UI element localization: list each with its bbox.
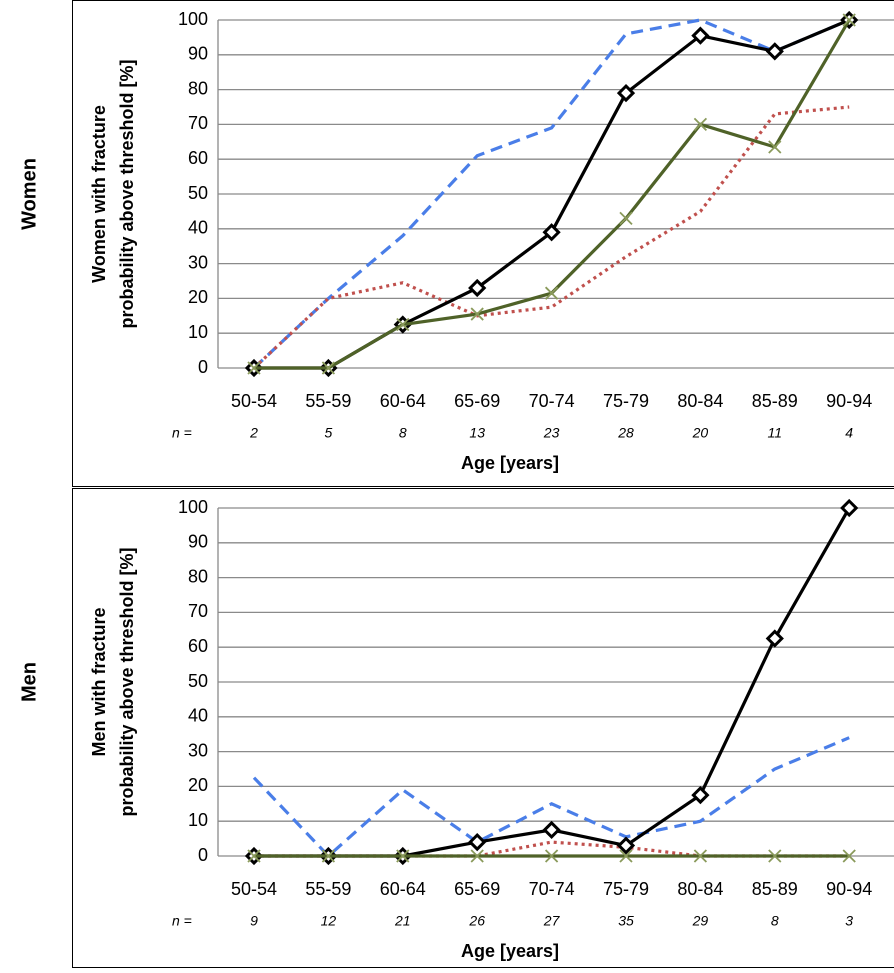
x-tick-label: 50-54 [231, 879, 277, 899]
n-prefix: n = [172, 913, 192, 929]
diamond-marker [842, 501, 856, 515]
n-count: 29 [692, 913, 709, 929]
n-count: 8 [399, 425, 407, 441]
n-count: 21 [394, 913, 411, 929]
x-tick-label: 75-79 [603, 391, 649, 411]
x-tick-label: 85-89 [752, 879, 798, 899]
y-tick-label: 90 [188, 44, 208, 64]
n-count: 3 [845, 913, 853, 929]
y-tick-label: 60 [188, 148, 208, 168]
x-tick-label: 80-84 [677, 879, 723, 899]
y-tick-label: 20 [188, 775, 208, 795]
x-tick-label: 75-79 [603, 879, 649, 899]
x-tick-label: 60-64 [380, 879, 426, 899]
y-tick-label: 40 [188, 218, 208, 238]
n-count: 35 [618, 913, 634, 929]
y-axis-label: probability above threshold [%] [117, 59, 137, 328]
y-tick-label: 50 [188, 671, 208, 691]
side-label: Men [18, 662, 40, 702]
x-tick-label: 55-59 [305, 391, 351, 411]
y-tick-label: 0 [198, 357, 208, 377]
y-axis-label: Women with fracture [89, 105, 109, 283]
diamond-marker [768, 44, 782, 58]
n-count: 20 [692, 425, 709, 441]
n-count: 26 [468, 913, 485, 929]
x-marker [620, 212, 632, 224]
panel-border [73, 1, 894, 487]
y-tick-label: 100 [178, 9, 208, 29]
n-prefix: n = [172, 425, 192, 441]
x-tick-label: 80-84 [677, 391, 723, 411]
n-count: 13 [469, 425, 485, 441]
n-count: 9 [250, 913, 258, 929]
y-tick-label: 90 [188, 532, 208, 552]
x-tick-label: 70-74 [529, 391, 575, 411]
y-tick-label: 10 [188, 810, 208, 830]
n-count: 8 [771, 913, 779, 929]
y-tick-label: 30 [188, 252, 208, 272]
n-count: 28 [617, 425, 634, 441]
x-tick-label: 70-74 [529, 879, 575, 899]
y-axis-label: probability above threshold [%] [117, 547, 137, 816]
y-tick-label: 80 [188, 566, 208, 586]
y-tick-label: 10 [188, 322, 208, 342]
n-count: 11 [768, 425, 783, 441]
x-axis-label: Age [years] [461, 453, 559, 473]
n-count: 27 [543, 913, 561, 929]
n-count: 4 [845, 425, 853, 441]
diamond-marker [768, 632, 782, 646]
y-tick-label: 100 [178, 497, 208, 517]
y-tick-label: 60 [188, 636, 208, 656]
y-tick-label: 30 [188, 740, 208, 760]
x-tick-label: 65-69 [454, 391, 500, 411]
x-tick-label: 85-89 [752, 391, 798, 411]
x-tick-label: 50-54 [231, 391, 277, 411]
x-tick-label: 60-64 [380, 391, 426, 411]
series-line [254, 842, 849, 856]
y-tick-label: 0 [198, 845, 208, 865]
side-label: Women [18, 158, 40, 230]
y-tick-label: 80 [188, 78, 208, 98]
y-tick-label: 40 [188, 706, 208, 726]
y-tick-label: 50 [188, 183, 208, 203]
diamond-marker [545, 823, 559, 837]
y-tick-label: 70 [188, 113, 208, 133]
x-axis-label: Age [years] [461, 941, 559, 961]
x-tick-label: 90-94 [826, 391, 872, 411]
y-axis-label: Men with fracture [89, 607, 109, 756]
x-tick-label: 55-59 [305, 879, 351, 899]
n-count: 23 [543, 425, 560, 441]
x-tick-label: 65-69 [454, 879, 500, 899]
y-tick-label: 20 [188, 287, 208, 307]
n-count: 5 [325, 425, 333, 441]
x-tick-label: 90-94 [826, 879, 872, 899]
n-count: 2 [249, 425, 258, 441]
y-tick-label: 70 [188, 601, 208, 621]
n-count: 12 [321, 913, 337, 929]
